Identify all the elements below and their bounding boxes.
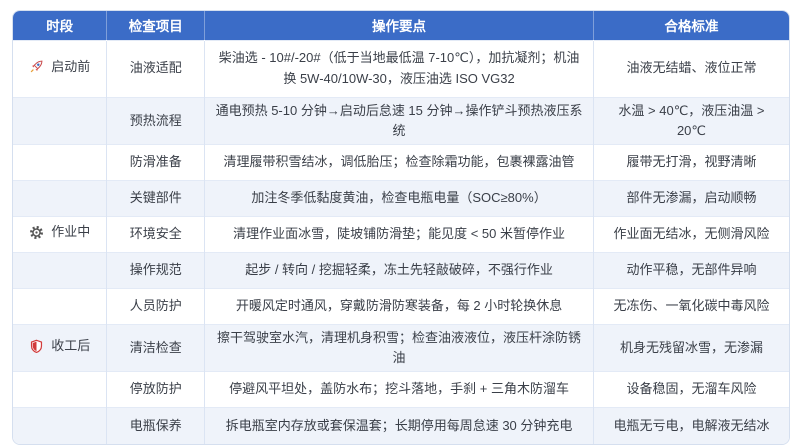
standard-cell: 油液无结蜡、液位正常 xyxy=(593,39,789,97)
ops-cell: 开暖风定时通风，穿戴防滑防寒装备，每 2 小时轮换休息 xyxy=(204,287,594,325)
table-row: 作业中 环境安全 清理作业面冰雪，陡坡铺防滑垫；能见度 < 50 米暂停作业 作… xyxy=(13,215,789,253)
header-period: 时段 xyxy=(13,11,108,40)
standard-cell: 无冻伤、一氧化碳中毒风险 xyxy=(593,287,789,325)
header-standard: 合格标准 xyxy=(593,11,789,40)
standard-cell: 部件无渗漏，启动顺畅 xyxy=(593,179,789,217)
period-cell xyxy=(13,96,108,145)
table-row: 预热流程 通电预热 5-10 分钟→启动后怠速 15 分钟→操作铲斗预热液压系统… xyxy=(13,96,789,145)
ops-cell: 清理作业面冰雪，陡坡铺防滑垫；能见度 < 50 米暂停作业 xyxy=(204,215,594,253)
item-cell: 电瓶保养 xyxy=(106,407,206,444)
item-cell: 预热流程 xyxy=(106,96,206,145)
item-cell: 人员防护 xyxy=(106,287,206,325)
table-row: 防滑准备 清理履带积雪结冰，调低胎压；检查除霜功能，包裹裸露油管 履带无打滑，视… xyxy=(13,143,789,181)
ops-cell: 起步 / 转向 / 挖掘轻柔，冻土先轻敲破碎，不强行作业 xyxy=(204,251,594,289)
ops-cell: 加注冬季低黏度黄油，检查电瓶电量（SOC≥80%） xyxy=(204,179,594,217)
table-row: 操作规范 起步 / 转向 / 挖掘轻柔，冻土先轻敲破碎，不强行作业 动作平稳，无… xyxy=(13,251,789,289)
checklist-table: 时段 检查项目 操作要点 合格标准 xyxy=(13,11,789,444)
standard-cell: 作业面无结冰，无侧滑风险 xyxy=(593,215,789,253)
ops-cell: 清理履带积雪结冰，调低胎压；检查除霜功能，包裹裸露油管 xyxy=(204,143,594,181)
ops-cell: 柴油选 - 10#/-20#（低于当地最低温 7-10℃），加抗凝剂；机油换 5… xyxy=(204,39,594,97)
period-cell xyxy=(13,371,108,408)
period-cell xyxy=(13,287,108,325)
period-label: 启动前 xyxy=(51,58,91,74)
period-cell xyxy=(13,179,108,217)
winter-maintenance-table: 时段 检查项目 操作要点 合格标准 xyxy=(12,10,790,445)
period-cell: 作业中 xyxy=(13,215,108,253)
item-cell: 停放防护 xyxy=(106,371,206,408)
period-label: 收工后 xyxy=(51,338,91,354)
standard-cell: 动作平稳，无部件异响 xyxy=(593,251,789,289)
ops-cell: 停避风平坦处，盖防水布；挖斗落地，手刹 + 三角木防溜车 xyxy=(204,371,594,408)
table-row: 启动前 油液适配 柴油选 - 10#/-20#（低于当地最低温 7-10℃），加… xyxy=(13,39,789,97)
period-cell xyxy=(13,251,108,289)
table-row: 电瓶保养 拆电瓶室内存放或套保温套；长期停用每周怠速 30 分钟充电 电瓶无亏电… xyxy=(13,407,789,444)
rocket-icon xyxy=(29,59,44,74)
standard-cell: 履带无打滑，视野清晰 xyxy=(593,143,789,181)
header-ops: 操作要点 xyxy=(204,11,594,40)
period-cell xyxy=(13,143,108,181)
period-label: 作业中 xyxy=(51,224,91,240)
table-row: 人员防护 开暖风定时通风，穿戴防滑防寒装备，每 2 小时轮换休息 无冻伤、一氧化… xyxy=(13,287,789,325)
ops-cell: 通电预热 5-10 分钟→启动后怠速 15 分钟→操作铲斗预热液压系统 xyxy=(204,96,594,145)
table-row: 关键部件 加注冬季低黏度黄油，检查电瓶电量（SOC≥80%） 部件无渗漏，启动顺… xyxy=(13,179,789,217)
period-cell: 启动前 xyxy=(13,39,108,97)
standard-cell: 机身无残留冰雪，无渗漏 xyxy=(593,323,789,372)
standard-cell: 设备稳固，无溜车风险 xyxy=(593,371,789,408)
period-cell xyxy=(13,407,108,444)
standard-cell: 电瓶无亏电，电解液无结冰 xyxy=(593,407,789,444)
standard-cell: 水温 > 40℃，液压油温 > 20℃ xyxy=(593,96,789,145)
gear-icon xyxy=(29,225,44,240)
header-item: 检查项目 xyxy=(106,11,206,40)
item-cell: 操作规范 xyxy=(106,251,206,289)
header-row: 时段 检查项目 操作要点 合格标准 xyxy=(13,11,789,40)
item-cell: 环境安全 xyxy=(106,215,206,253)
shield-icon xyxy=(29,339,44,354)
item-cell: 关键部件 xyxy=(106,179,206,217)
ops-cell: 擦干驾驶室水汽，清理机身积雪；检查油液液位，液压杆涂防锈油 xyxy=(204,323,594,372)
ops-cell: 拆电瓶室内存放或套保温套；长期停用每周怠速 30 分钟充电 xyxy=(204,407,594,444)
table-row: 停放防护 停避风平坦处，盖防水布；挖斗落地，手刹 + 三角木防溜车 设备稳固，无… xyxy=(13,371,789,408)
table-row: 收工后 清洁检查 擦干驾驶室水汽，清理机身积雪；检查油液液位，液压杆涂防锈油 机… xyxy=(13,323,789,372)
period-cell: 收工后 xyxy=(13,323,108,372)
item-cell: 防滑准备 xyxy=(106,143,206,181)
item-cell: 清洁检查 xyxy=(106,323,206,372)
item-cell: 油液适配 xyxy=(106,39,206,97)
